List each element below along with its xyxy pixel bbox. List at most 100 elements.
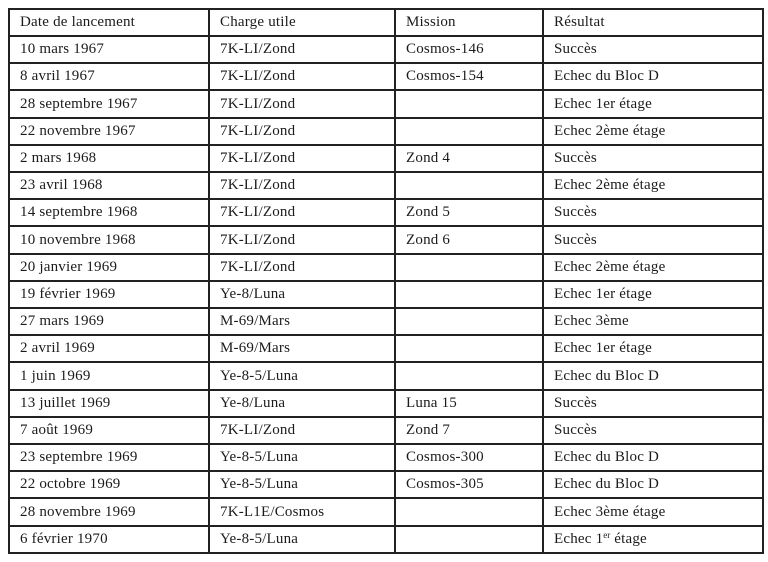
cell-result: Echec 1er étage <box>542 279 764 310</box>
cell-payload: Ye-8/Luna <box>208 388 396 418</box>
cell-result: Echec 3ème étage <box>542 497 764 527</box>
cell-result: Succès <box>542 143 764 174</box>
cell-mission: Cosmos-305 <box>394 470 544 500</box>
cell-mission <box>394 334 544 364</box>
cell-mission <box>394 361 544 391</box>
cell-result: Succès <box>542 388 764 418</box>
cell-launch-date: 1 juin 1969 <box>8 361 210 391</box>
cell-mission <box>394 524 544 555</box>
cell-result: Succès <box>542 415 764 446</box>
cell-launch-date: 14 septembre 1968 <box>8 198 210 228</box>
cell-payload: 7K-LI/Zond <box>208 252 396 282</box>
table-row: 22 octobre 1969 Ye-8-5/Luna Cosmos-305 E… <box>8 470 764 500</box>
table-row: 8 avril 1967 7K-LI/Zond Cosmos-154 Echec… <box>8 62 764 92</box>
table-row: 10 mars 1967 7K-LI/Zond Cosmos-146 Succè… <box>8 34 764 65</box>
table-row: 14 septembre 1968 7K-LI/Zond Zond 5 Succ… <box>8 198 764 228</box>
table-row: 28 septembre 1967 7K-LI/Zond Echec 1er é… <box>8 89 764 119</box>
launch-results-table: Date de lancement Charge utile Mission R… <box>8 8 764 555</box>
cell-launch-date: 13 juillet 1969 <box>8 388 210 418</box>
cell-launch-date: 22 novembre 1967 <box>8 116 210 146</box>
cell-result: Succès <box>542 225 764 255</box>
cell-payload: M-69/Mars <box>208 307 396 337</box>
cell-launch-date: 6 février 1970 <box>8 524 210 555</box>
cell-launch-date: 28 septembre 1967 <box>8 89 210 119</box>
table-row: 2 avril 1969 M-69/Mars Echec 1er étage <box>8 334 764 364</box>
cell-payload: Ye-8/Luna <box>208 279 396 310</box>
table-row: 20 janvier 1969 7K-LI/Zond Echec 2ème ét… <box>8 252 764 282</box>
result-text: Echec 1 <box>554 531 604 548</box>
cell-mission <box>394 171 544 201</box>
cell-launch-date: 22 octobre 1969 <box>8 470 210 500</box>
cell-mission: Zond 6 <box>394 225 544 255</box>
cell-launch-date: 27 mars 1969 <box>8 307 210 337</box>
cell-launch-date: 23 septembre 1969 <box>8 443 210 473</box>
cell-payload: 7K-LI/Zond <box>208 116 396 146</box>
table-row: 1 juin 1969 Ye-8-5/Luna Echec du Bloc D <box>8 361 764 391</box>
cell-mission: Zond 4 <box>394 143 544 174</box>
result-superscript: er <box>603 530 611 541</box>
cell-mission: Cosmos-154 <box>394 62 544 92</box>
cell-mission <box>394 307 544 337</box>
cell-result: Echec du Bloc D <box>542 62 764 92</box>
table-row: 28 novembre 1969 7K-L1E/Cosmos Echec 3èm… <box>8 497 764 527</box>
cell-launch-date: 28 novembre 1969 <box>8 497 210 527</box>
column-header-payload: Charge utile <box>208 8 396 37</box>
cell-mission <box>394 116 544 146</box>
cell-result: Echec 2ème étage <box>542 171 764 201</box>
cell-launch-date: 23 avril 1968 <box>8 171 210 201</box>
cell-payload: 7K-LI/Zond <box>208 415 396 446</box>
table-row: 22 novembre 1967 7K-LI/Zond Echec 2ème é… <box>8 116 764 146</box>
cell-payload: Ye-8-5/Luna <box>208 470 396 500</box>
column-header-launch-date: Date de lancement <box>8 8 210 37</box>
cell-payload: 7K-LI/Zond <box>208 34 396 65</box>
cell-result: Echec du Bloc D <box>542 470 764 500</box>
cell-result: Echec du Bloc D <box>542 443 764 473</box>
cell-payload: M-69/Mars <box>208 334 396 364</box>
table-row: 2 mars 1968 7K-LI/Zond Zond 4 Succès <box>8 143 764 174</box>
cell-launch-date: 2 mars 1968 <box>8 143 210 174</box>
table-row: 23 septembre 1969 Ye-8-5/Luna Cosmos-300… <box>8 443 764 473</box>
cell-payload: 7K-LI/Zond <box>208 89 396 119</box>
cell-result: Echec 1er étage <box>542 89 764 119</box>
cell-result: Succès <box>542 198 764 228</box>
cell-payload: 7K-LI/Zond <box>208 171 396 201</box>
cell-mission: Cosmos-146 <box>394 34 544 65</box>
table-row: 19 février 1969 Ye-8/Luna Echec 1er étag… <box>8 279 764 310</box>
cell-result: Echec 1er étage <box>542 524 764 555</box>
cell-mission: Cosmos-300 <box>394 443 544 473</box>
header-row: Date de lancement Charge utile Mission R… <box>8 8 764 37</box>
table-row: 27 mars 1969 M-69/Mars Echec 3ème <box>8 307 764 337</box>
cell-mission <box>394 252 544 282</box>
result-text: étage <box>610 531 647 548</box>
cell-mission: Zond 5 <box>394 198 544 228</box>
cell-payload: 7K-LI/Zond <box>208 225 396 255</box>
cell-payload: 7K-L1E/Cosmos <box>208 497 396 527</box>
cell-result: Echec 3ème <box>542 307 764 337</box>
cell-payload: Ye-8-5/Luna <box>208 361 396 391</box>
cell-mission <box>394 497 544 527</box>
cell-launch-date: 7 août 1969 <box>8 415 210 446</box>
cell-launch-date: 19 février 1969 <box>8 279 210 310</box>
cell-result: Echec 1er étage <box>542 334 764 364</box>
cell-payload: 7K-LI/Zond <box>208 198 396 228</box>
cell-mission <box>394 279 544 310</box>
table-row: 13 juillet 1969 Ye-8/Luna Luna 15 Succès <box>8 388 764 418</box>
cell-mission: Luna 15 <box>394 388 544 418</box>
cell-result: Echec du Bloc D <box>542 361 764 391</box>
cell-launch-date: 10 novembre 1968 <box>8 225 210 255</box>
cell-launch-date: 10 mars 1967 <box>8 34 210 65</box>
cell-payload: 7K-LI/Zond <box>208 143 396 174</box>
cell-result: Echec 2ème étage <box>542 116 764 146</box>
table-row: 6 février 1970 Ye-8-5/Luna Echec 1er éta… <box>8 524 764 555</box>
table-row: 7 août 1969 7K-LI/Zond Zond 7 Succès <box>8 415 764 446</box>
cell-launch-date: 8 avril 1967 <box>8 62 210 92</box>
cell-mission: Zond 7 <box>394 415 544 446</box>
cell-launch-date: 2 avril 1969 <box>8 334 210 364</box>
cell-payload: Ye-8-5/Luna <box>208 524 396 555</box>
column-header-mission: Mission <box>394 8 544 37</box>
cell-result: Succès <box>542 34 764 65</box>
table-row: 23 avril 1968 7K-LI/Zond Echec 2ème étag… <box>8 171 764 201</box>
cell-payload: 7K-LI/Zond <box>208 62 396 92</box>
table-row: 10 novembre 1968 7K-LI/Zond Zond 6 Succè… <box>8 225 764 255</box>
cell-result: Echec 2ème étage <box>542 252 764 282</box>
